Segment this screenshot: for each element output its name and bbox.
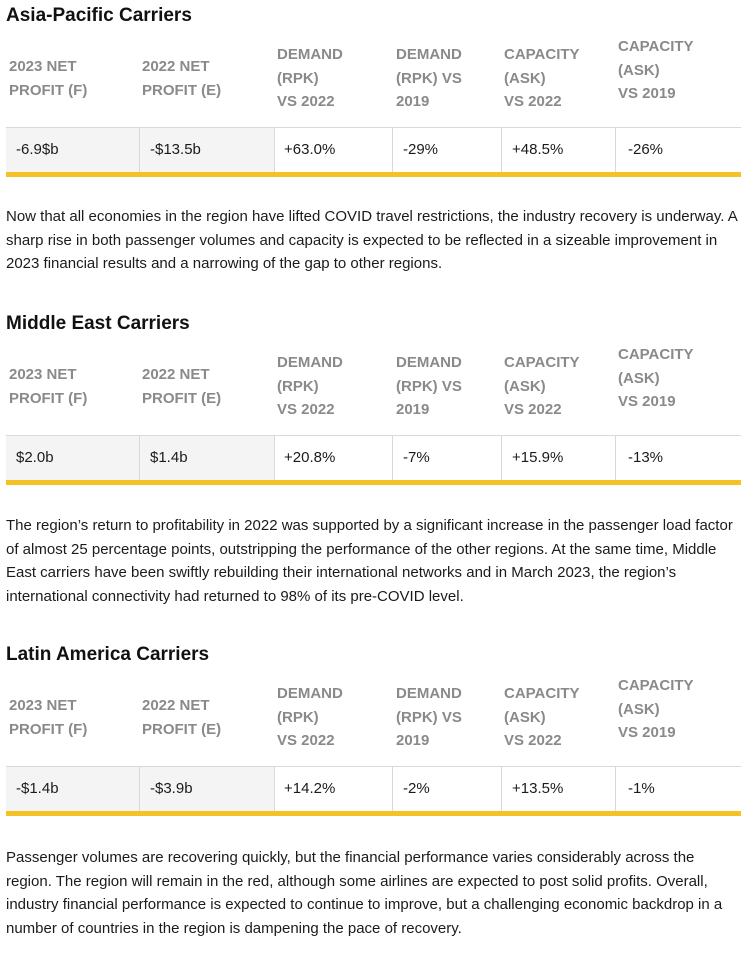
cell-capacity-vs-2022: +13.5%	[512, 780, 564, 797]
cell-demand-vs-2019: -29%	[403, 141, 439, 158]
header-capacity-vs-2019: CAPACITY (ASK) VS 2019	[618, 677, 694, 741]
cell-capacity-vs-2022: +48.5%	[512, 141, 564, 158]
section-title: Middle East Carriers	[6, 313, 190, 334]
header-capacity-vs-2022: CAPACITY (ASK) VS 2022	[504, 354, 580, 418]
header-capacity-vs-2022: CAPACITY (ASK) VS 2022	[504, 46, 580, 110]
section-middle-east: Middle East Carriers 2023 NET PROFIT (F)…	[6, 313, 741, 485]
header-2023-net-profit: 2023 NET PROFIT (F)	[9, 366, 88, 407]
header-2022-net-profit: 2022 NET PROFIT (E)	[142, 697, 222, 738]
cell-2023-net-profit: $2.0b	[6, 436, 139, 480]
cell-demand-vs-2022: +20.8%	[284, 449, 336, 466]
table-header: 2023 NET PROFIT (F) 2022 NET PROFIT (E) …	[6, 27, 741, 127]
cell-2023-net-profit: -6.9$b	[6, 128, 139, 172]
cell-2022-net-profit: -$13.5b	[140, 128, 274, 172]
table-header: 2023 NET PROFIT (F) 2022 NET PROFIT (E) …	[6, 335, 741, 435]
section-title: Asia-Pacific Carriers	[6, 5, 192, 26]
section-paragraph: Now that all economies in the region hav…	[6, 208, 737, 272]
header-2023-net-profit: 2023 NET PROFIT (F)	[9, 697, 88, 738]
table-header: 2023 NET PROFIT (F) 2022 NET PROFIT (E) …	[6, 666, 741, 766]
cell-2022-net-profit: $1.4b	[140, 436, 274, 480]
cell-2022-net-profit: -$3.9b	[140, 767, 274, 811]
cell-demand-vs-2022: +63.0%	[284, 141, 336, 158]
cell-capacity-vs-2022: +15.9%	[512, 449, 564, 466]
cell-2023-net-profit: -$1.4b	[6, 767, 139, 811]
table-row: -6.9$b -$13.5b +63.0% -29% +48.5% -26%	[6, 127, 741, 177]
header-demand-vs-2022: DEMAND (RPK) VS 2022	[277, 685, 343, 749]
header-2022-net-profit: 2022 NET PROFIT (E)	[142, 58, 222, 99]
cell-demand-vs-2019: -2%	[403, 780, 430, 797]
header-demand-vs-2022: DEMAND (RPK) VS 2022	[277, 46, 343, 110]
cell-demand-vs-2022: +14.2%	[284, 780, 336, 797]
section-paragraph: Passenger volumes are recovering quickly…	[6, 849, 723, 937]
header-demand-vs-2022: DEMAND (RPK) VS 2022	[277, 354, 343, 418]
cell-capacity-vs-2019: -13%	[628, 449, 664, 466]
table-row: $2.0b $1.4b +20.8% -7% +15.9% -13%	[6, 435, 741, 485]
header-capacity-vs-2019: CAPACITY (ASK) VS 2019	[618, 38, 694, 102]
section-title: Latin America Carriers	[6, 644, 210, 665]
table-row: -$1.4b -$3.9b +14.2% -2% +13.5% -1%	[6, 766, 741, 816]
header-demand-vs-2019: DEMAND (RPK) VS 2019	[396, 46, 462, 110]
cell-capacity-vs-2019: -1%	[628, 780, 655, 797]
header-2023-net-profit: 2023 NET PROFIT (F)	[9, 58, 88, 99]
header-capacity-vs-2019: CAPACITY (ASK) VS 2019	[618, 346, 694, 410]
section-latin-america: Latin America Carriers 2023 NET PROFIT (…	[6, 644, 741, 816]
cell-capacity-vs-2019: -26%	[628, 141, 664, 158]
header-demand-vs-2019: DEMAND (RPK) VS 2019	[396, 354, 462, 418]
header-2022-net-profit: 2022 NET PROFIT (E)	[142, 366, 222, 407]
section-paragraph: The region’s return to profitability in …	[6, 517, 733, 605]
cell-demand-vs-2019: -7%	[403, 449, 430, 466]
header-demand-vs-2019: DEMAND (RPK) VS 2019	[396, 685, 462, 749]
header-capacity-vs-2022: CAPACITY (ASK) VS 2022	[504, 685, 580, 749]
section-asia-pacific: Asia-Pacific Carriers 2023 NET PROFIT (F…	[6, 5, 741, 177]
